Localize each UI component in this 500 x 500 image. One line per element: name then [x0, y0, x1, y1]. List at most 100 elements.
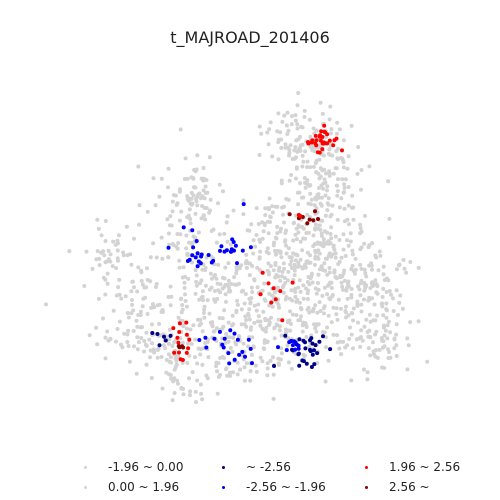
insignificant-point: [268, 120, 273, 125]
insignificant-point: [226, 339, 231, 344]
insignificant-point: [371, 349, 376, 354]
insignificant-point: [142, 349, 146, 354]
insignificant-point: [201, 166, 206, 170]
legend-label: 0.00 ~ 1.96: [108, 480, 180, 494]
insignificant-point: [359, 328, 364, 333]
insignificant-point: [199, 321, 203, 326]
insignificant-point: [271, 372, 276, 377]
insignificant-point: [201, 298, 205, 303]
insignificant-point: [372, 302, 377, 307]
insignificant-point: [200, 294, 205, 299]
insignificant-point: [408, 320, 413, 325]
insignificant-point: [155, 355, 160, 360]
insignificant-point: [149, 348, 154, 353]
insignificant-point: [322, 285, 327, 290]
insignificant-point: [300, 224, 304, 229]
insignificant-point: [338, 275, 343, 280]
insignificant-point: [275, 300, 280, 305]
insignificant-point: [316, 272, 321, 277]
insignificant-point: [136, 340, 141, 345]
insignificant-point: [353, 256, 358, 261]
insignificant-point: [317, 251, 322, 256]
insignificant-point: [103, 335, 108, 340]
hotspot-95-point: [271, 286, 276, 291]
insignificant-point: [364, 274, 369, 279]
insignificant-point: [172, 340, 176, 345]
coldspot-95-point: [233, 243, 238, 248]
insignificant-point: [317, 300, 322, 305]
insignificant-point: [128, 252, 133, 257]
insignificant-point: [222, 231, 227, 236]
insignificant-point: [339, 255, 344, 260]
insignificant-point: [194, 283, 199, 288]
insignificant-point: [117, 319, 122, 324]
insignificant-point: [327, 296, 332, 301]
insignificant-point: [246, 344, 250, 349]
coldspot-95-point: [248, 245, 253, 250]
insignificant-point: [365, 377, 370, 382]
insignificant-point: [333, 234, 338, 239]
coldspot-99-point: [301, 338, 306, 343]
insignificant-point: [193, 235, 198, 240]
insignificant-point: [224, 220, 229, 225]
insignificant-point: [279, 333, 284, 338]
insignificant-point: [307, 183, 312, 188]
insignificant-point: [296, 230, 301, 235]
insignificant-point: [343, 304, 348, 309]
insignificant-point: [111, 308, 116, 313]
hotspot-99-point: [313, 209, 317, 214]
insignificant-point: [286, 246, 291, 251]
insignificant-point: [335, 340, 340, 345]
insignificant-point: [342, 268, 347, 273]
insignificant-point: [316, 281, 320, 285]
hotspot-95-point: [260, 270, 265, 275]
legend-label: ~ -2.56: [246, 460, 291, 474]
insignificant-point: [378, 253, 383, 258]
insignificant-point: [270, 293, 275, 298]
insignificant-point: [373, 253, 378, 258]
insignificant-point: [284, 251, 289, 256]
insignificant-point: [270, 304, 275, 309]
insignificant-point: [215, 391, 220, 396]
insignificant-point: [281, 261, 286, 266]
insignificant-point: [183, 156, 188, 161]
insignificant-point: [369, 281, 374, 286]
insignificant-point: [308, 145, 313, 149]
insignificant-point: [358, 231, 362, 236]
insignificant-point: [252, 303, 257, 308]
insignificant-point: [321, 244, 326, 249]
insignificant-point: [153, 203, 158, 208]
insignificant-point: [337, 238, 342, 242]
insignificant-point: [335, 333, 339, 338]
coldspot-99-point: [155, 332, 160, 336]
insignificant-point: [135, 324, 140, 329]
insignificant-point: [114, 266, 119, 271]
insignificant-point: [132, 285, 136, 290]
insignificant-point: [250, 290, 255, 294]
coldspot-99-point: [157, 343, 162, 348]
insignificant-point: [300, 164, 305, 169]
insignificant-point: [213, 273, 217, 277]
insignificant-point: [231, 335, 236, 340]
insignificant-point: [332, 269, 337, 274]
insignificant-point: [103, 239, 108, 243]
insignificant-point: [172, 367, 177, 372]
insignificant-point: [381, 339, 386, 344]
legend-marker: [222, 486, 225, 489]
coldspot-95-point: [194, 239, 199, 243]
insignificant-point: [244, 252, 249, 257]
insignificant-point: [255, 285, 260, 290]
insignificant-point: [288, 143, 293, 148]
insignificant-point: [249, 222, 254, 227]
coldspot-95-point: [209, 260, 214, 265]
insignificant-point: [170, 209, 175, 214]
insignificant-point: [185, 251, 190, 256]
insignificant-point: [382, 344, 387, 349]
coldspot-95-point: [240, 349, 245, 354]
insignificant-point: [349, 287, 354, 291]
insignificant-point: [301, 236, 306, 241]
insignificant-point: [283, 231, 288, 235]
insignificant-point: [375, 291, 380, 296]
insignificant-point: [342, 219, 347, 224]
coldspot-95-point: [243, 354, 247, 359]
